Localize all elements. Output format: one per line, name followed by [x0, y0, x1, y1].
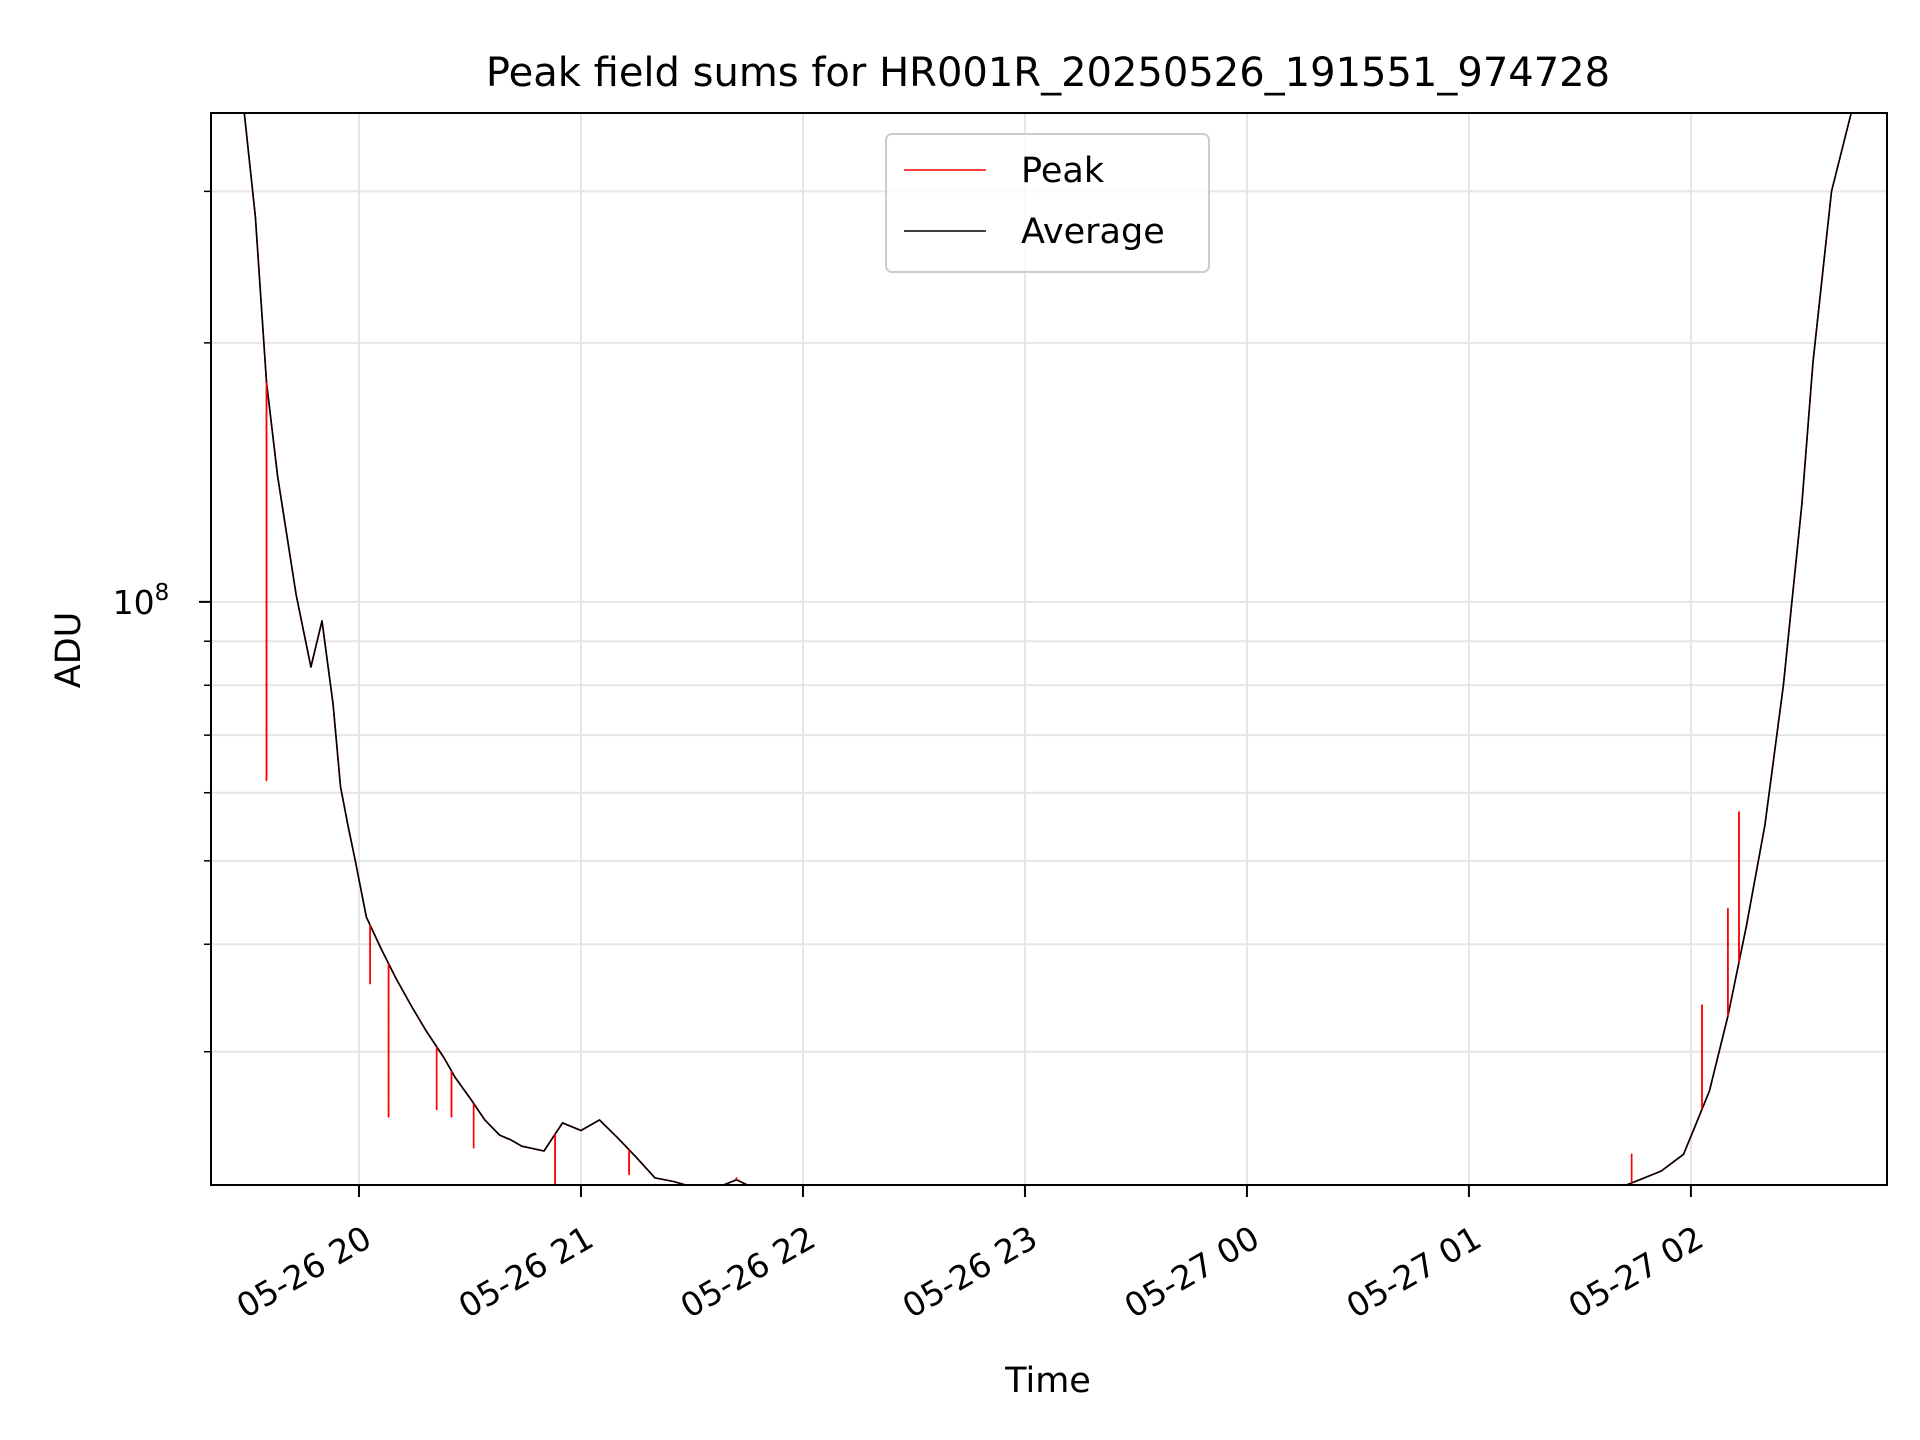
y-tick-label-exponent: 8: [155, 580, 170, 606]
legend: Peak Average: [885, 133, 1210, 273]
chart-title: Peak field sums for HR001R_20250526_1915…: [486, 50, 1610, 96]
legend-box: [885, 133, 1210, 273]
y-tick-label: 108: [113, 580, 170, 622]
x-axis-label: Time: [1004, 1361, 1091, 1401]
series-line-average: [243, 113, 1853, 1185]
legend-label-peak: Peak: [1021, 151, 1105, 191]
plot-area-frame: [210, 112, 1888, 1186]
legend-label-average: Average: [1021, 212, 1165, 252]
series-lines: [243, 113, 1853, 1185]
grid-lines: [211, 113, 1887, 1185]
y-tick-label-base: 10: [113, 583, 155, 622]
y-axis-label: ADU: [49, 612, 89, 689]
